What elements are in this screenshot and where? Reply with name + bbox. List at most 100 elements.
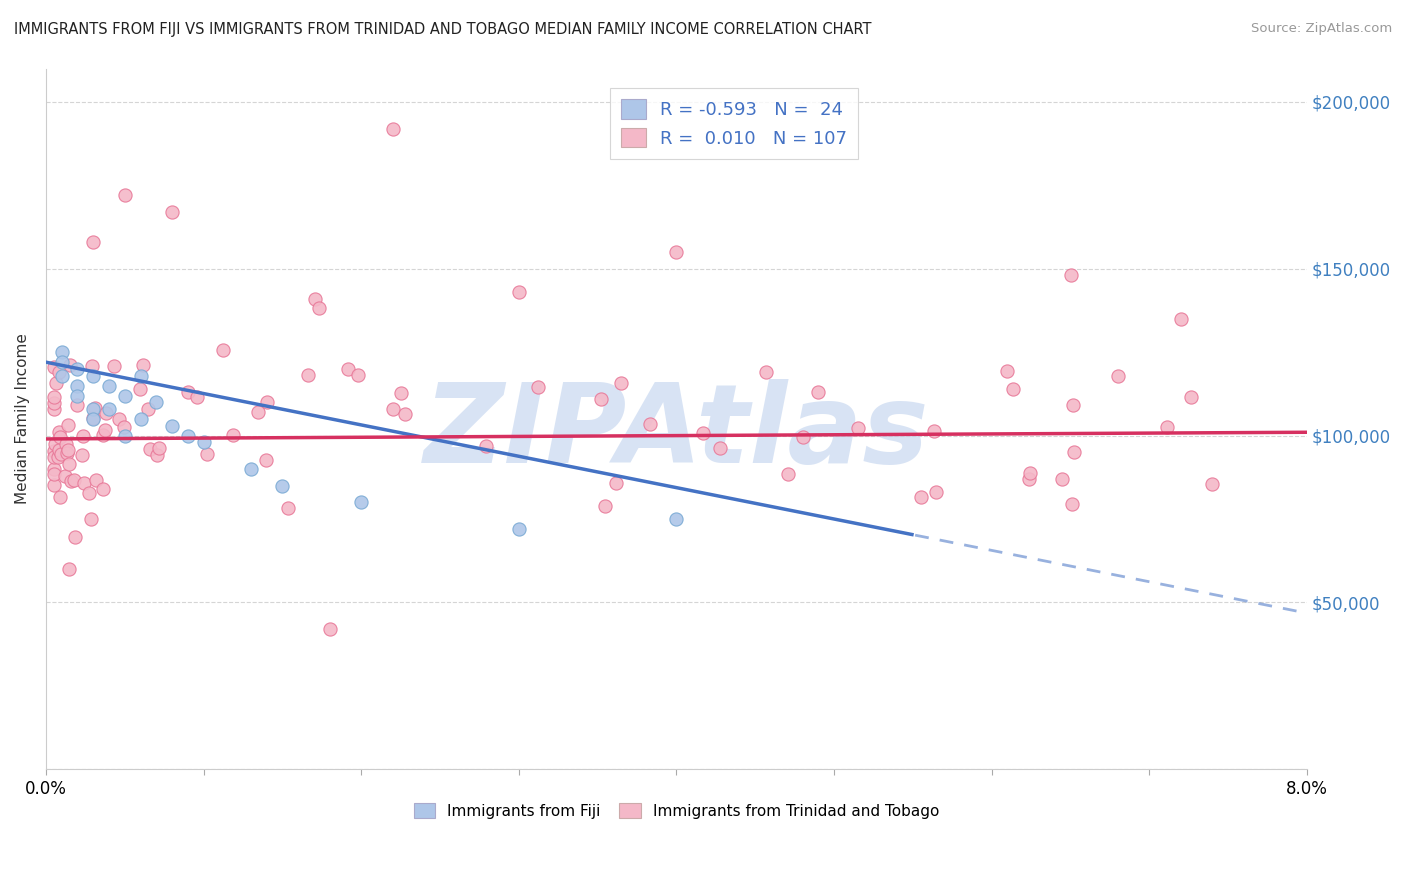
Point xyxy=(49,447,72,461)
Point xyxy=(114,428,136,442)
Point xyxy=(271,478,294,492)
Point xyxy=(55,446,77,460)
Point xyxy=(84,473,107,487)
Point xyxy=(347,368,370,382)
Point xyxy=(42,444,65,458)
Point xyxy=(70,449,93,463)
Point xyxy=(254,453,277,467)
Point xyxy=(1002,382,1025,396)
Point xyxy=(59,475,82,489)
Point xyxy=(73,475,96,490)
Point xyxy=(82,412,104,426)
Point xyxy=(665,245,688,260)
Point xyxy=(49,429,72,443)
Point xyxy=(129,383,152,397)
Point xyxy=(114,188,136,202)
Point xyxy=(924,424,946,438)
Point xyxy=(53,468,76,483)
Point xyxy=(58,358,80,372)
Point xyxy=(195,447,218,461)
Point xyxy=(1062,398,1084,412)
Point xyxy=(1107,369,1129,384)
Point xyxy=(45,376,67,391)
Point xyxy=(44,437,66,451)
Text: Source: ZipAtlas.com: Source: ZipAtlas.com xyxy=(1251,22,1392,36)
Point xyxy=(277,500,299,515)
Point xyxy=(56,417,79,432)
Point xyxy=(82,401,104,416)
Point xyxy=(256,395,278,409)
Point xyxy=(145,395,167,409)
Point xyxy=(589,392,612,406)
Text: ZIPAtlas: ZIPAtlas xyxy=(423,379,929,486)
Point xyxy=(129,368,152,383)
Point xyxy=(63,530,86,544)
Point xyxy=(94,424,117,438)
Point xyxy=(132,359,155,373)
Point xyxy=(66,388,89,402)
Point xyxy=(114,388,136,402)
Point xyxy=(98,401,121,416)
Point xyxy=(755,365,778,379)
Point xyxy=(84,401,107,415)
Point xyxy=(381,121,404,136)
Point xyxy=(66,362,89,376)
Point xyxy=(910,490,932,504)
Point xyxy=(222,428,245,442)
Point xyxy=(148,442,170,456)
Point xyxy=(605,476,627,491)
Point xyxy=(304,292,326,306)
Point xyxy=(177,384,200,399)
Y-axis label: Median Family Income: Median Family Income xyxy=(15,334,30,504)
Point xyxy=(692,426,714,441)
Point xyxy=(1019,466,1042,480)
Point xyxy=(98,378,121,392)
Point xyxy=(186,390,208,404)
Point xyxy=(508,522,530,536)
Point xyxy=(91,483,114,497)
Point xyxy=(48,425,70,439)
Point xyxy=(1180,390,1202,404)
Point xyxy=(55,436,77,450)
Point xyxy=(42,467,65,482)
Point xyxy=(66,378,89,392)
Point xyxy=(1018,472,1040,486)
Point xyxy=(139,442,162,456)
Point xyxy=(58,561,80,575)
Point xyxy=(1063,445,1085,459)
Point xyxy=(924,485,946,500)
Point xyxy=(792,430,814,444)
Point xyxy=(51,368,73,383)
Point xyxy=(56,443,79,458)
Point xyxy=(82,411,104,425)
Point xyxy=(211,343,233,358)
Point xyxy=(177,428,200,442)
Point xyxy=(82,368,104,383)
Point xyxy=(93,428,115,442)
Point xyxy=(389,386,412,401)
Point xyxy=(82,235,104,249)
Point xyxy=(778,467,800,482)
Point xyxy=(247,405,270,419)
Point xyxy=(107,411,129,425)
Point xyxy=(318,622,340,636)
Point xyxy=(297,368,319,382)
Point xyxy=(394,408,416,422)
Point xyxy=(807,384,830,399)
Point xyxy=(82,359,104,373)
Point xyxy=(77,486,100,500)
Point xyxy=(308,301,330,316)
Point xyxy=(42,360,65,375)
Point xyxy=(42,478,65,492)
Point xyxy=(995,363,1018,377)
Point xyxy=(475,439,498,453)
Point xyxy=(638,417,661,432)
Point xyxy=(80,512,103,526)
Point xyxy=(66,398,89,412)
Point xyxy=(51,355,73,369)
Point xyxy=(1201,476,1223,491)
Point xyxy=(160,205,183,219)
Point xyxy=(508,285,530,299)
Point xyxy=(610,376,633,390)
Point xyxy=(112,419,135,434)
